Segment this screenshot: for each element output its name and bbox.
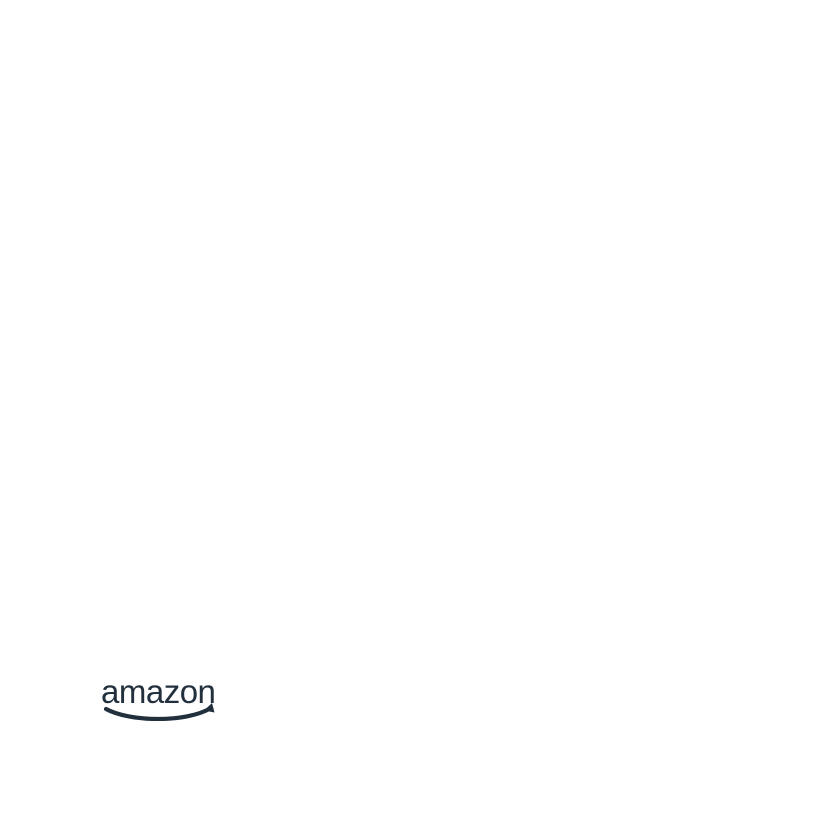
comparison-columns <box>103 368 730 656</box>
amazon-logo-icon: amazon <box>100 673 234 722</box>
bottle-row <box>103 200 730 360</box>
svg-text:amazon: amazon <box>101 673 215 710</box>
